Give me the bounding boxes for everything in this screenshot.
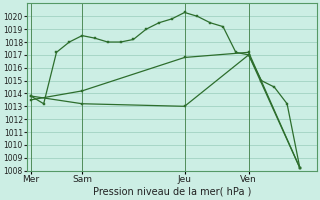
X-axis label: Pression niveau de la mer( hPa ): Pression niveau de la mer( hPa ) <box>92 187 251 197</box>
